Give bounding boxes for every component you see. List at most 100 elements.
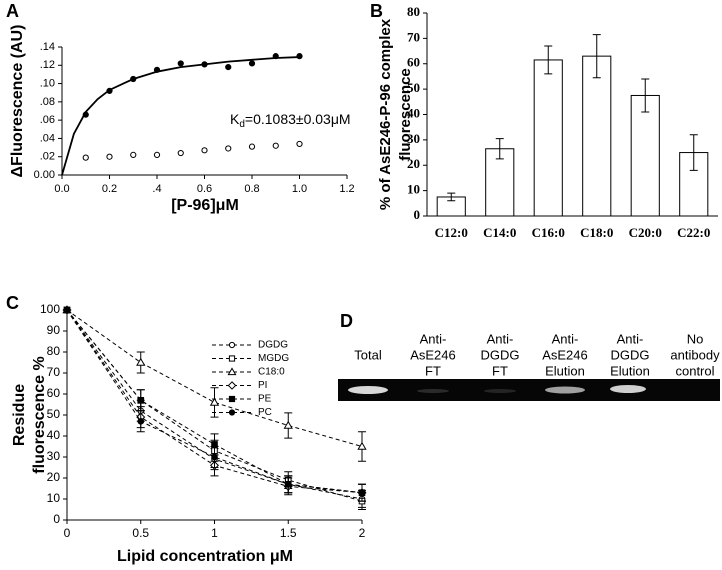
x-tick-label: 1.0 — [292, 183, 307, 195]
marker — [272, 142, 279, 149]
y-tick-label: 70 — [407, 29, 420, 44]
legend-marker — [228, 409, 236, 416]
legend-marker — [228, 395, 236, 403]
error-bar — [544, 45, 553, 75]
x-tick-label: C14:0 — [483, 225, 516, 240]
marker — [248, 143, 256, 150]
marker — [201, 147, 208, 154]
marker — [177, 60, 184, 67]
marker — [137, 418, 145, 425]
lane-label: FT — [492, 363, 508, 378]
y-tick-label: 90 — [47, 323, 61, 337]
legend-marker — [228, 341, 236, 349]
marker — [357, 441, 367, 450]
legend-label: MGDG — [258, 353, 289, 364]
lane-label: control — [675, 363, 714, 378]
y-tick-label: 0 — [414, 207, 421, 222]
x-tick-label: C20:0 — [629, 225, 662, 240]
legend-marker — [227, 381, 237, 390]
marker — [63, 306, 71, 314]
y-axis-label: ΔFluorescence (AU) — [9, 25, 26, 178]
marker — [136, 357, 146, 366]
x-tick-label: 0.0 — [54, 183, 69, 195]
lane-label: antibody — [670, 347, 720, 362]
y-tick-label: 80 — [407, 4, 420, 19]
lane-label: Anti- — [420, 331, 447, 346]
x-tick-label: C18:0 — [580, 225, 613, 240]
x-tick-label: C12:0 — [435, 225, 468, 240]
bar — [582, 55, 612, 217]
marker — [225, 145, 232, 152]
y-tick-label: 80 — [47, 344, 61, 358]
y-tick-label: 30 — [47, 449, 61, 463]
x-tick-label: 1.2 — [339, 183, 354, 195]
lane-label: DGDG — [611, 347, 650, 362]
y-tick-label: 60 — [407, 55, 420, 70]
marker — [284, 481, 292, 488]
gel-band — [610, 385, 646, 393]
y-tick-label: .08 — [40, 96, 55, 108]
lane-label: AsE246 — [410, 347, 456, 362]
marker — [225, 64, 232, 71]
y-tick-label: 10 — [47, 491, 61, 505]
marker — [211, 453, 218, 461]
lane-label: AsE246 — [542, 347, 588, 362]
lane-label: Total — [354, 347, 382, 362]
marker — [358, 489, 366, 497]
marker — [177, 149, 184, 157]
error-bar — [641, 78, 650, 113]
y-tick-label: .04 — [40, 132, 55, 144]
lane-label: Elution — [610, 363, 650, 378]
marker — [209, 397, 220, 406]
x-tick-label: 0.5 — [132, 526, 149, 540]
marker — [82, 154, 89, 161]
annotation-text: K — [230, 111, 240, 127]
gel-background — [338, 379, 720, 401]
y-axis-label: Residue — [11, 384, 28, 446]
marker — [106, 153, 113, 160]
bar — [485, 148, 515, 217]
y-tick-label: 100 — [40, 302, 60, 316]
panel-label: D — [340, 311, 353, 331]
y-tick-label: 20 — [407, 156, 420, 171]
y-tick-label: 70 — [47, 365, 61, 379]
annotation-text: =0.1083±0.03μM — [245, 111, 351, 127]
y-tick-label: .12 — [40, 59, 55, 71]
x-tick-label: C16:0 — [532, 225, 565, 240]
marker — [137, 397, 145, 404]
panel-label: A — [6, 1, 19, 21]
y-tick-label: .06 — [40, 114, 55, 126]
error-bar — [447, 192, 456, 202]
gel-band — [484, 389, 516, 393]
annotation-sub: d — [239, 119, 245, 130]
x-tick-label: 0.2 — [102, 183, 117, 195]
series-line — [66, 309, 363, 447]
x-tick-label: 0 — [64, 526, 71, 540]
panel-label: C — [6, 293, 19, 313]
x-axis-label: [P-96]μM — [171, 197, 239, 214]
y-tick-label: 40 — [47, 428, 61, 442]
legend-label: PE — [258, 394, 272, 405]
x-tick-label: 1 — [211, 526, 218, 540]
marker — [296, 140, 303, 148]
legend-label: DGDG — [258, 340, 288, 351]
x-tick-label: 1.5 — [280, 526, 297, 540]
y-tick-label: .10 — [40, 77, 55, 89]
y-axis-label: % of AsE246-P-96 complex — [377, 18, 394, 210]
fit-line — [61, 56, 300, 176]
y-axis-label: fluorescence % — [31, 356, 48, 473]
lane-label: DGDG — [481, 347, 520, 362]
marker — [153, 151, 161, 158]
y-tick-label: 10 — [407, 182, 420, 197]
annotation: Kd=0.1083±0.03μM — [230, 111, 351, 130]
marker — [283, 420, 293, 429]
y-tick-label: 0.00 — [34, 169, 55, 181]
y-tick-label: 30 — [407, 131, 420, 146]
y-tick-label: 20 — [47, 470, 61, 484]
gel-band — [417, 389, 449, 393]
legend-marker — [228, 355, 236, 362]
x-tick-label: .4 — [152, 183, 161, 195]
gel-band — [545, 386, 585, 394]
